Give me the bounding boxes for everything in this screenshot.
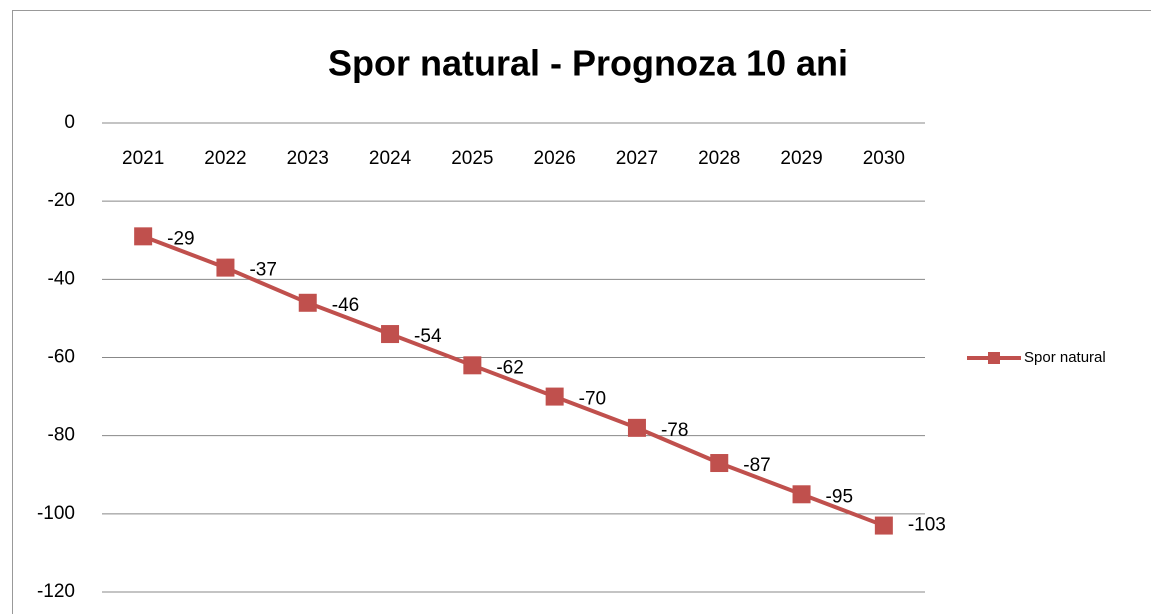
chart-title: Spor natural - Prognoza 10 ani <box>328 43 848 84</box>
data-label: -95 <box>826 486 853 507</box>
marker <box>216 258 235 277</box>
marker <box>545 387 564 406</box>
x-tick-label: 2025 <box>451 148 493 169</box>
data-label: -29 <box>167 228 194 249</box>
y-tick-label: -40 <box>48 268 75 289</box>
chart-frame <box>12 10 1151 614</box>
x-tick-label: 2026 <box>534 148 576 169</box>
marker <box>710 454 729 473</box>
legend-marker <box>988 352 1000 364</box>
y-tick-label: -120 <box>37 581 75 602</box>
data-label: -54 <box>414 326 442 347</box>
marker <box>874 516 893 535</box>
data-label: -62 <box>496 357 523 378</box>
marker <box>381 325 400 344</box>
marker <box>627 418 646 437</box>
data-label: -70 <box>579 389 606 410</box>
y-tick-label: 0 <box>64 112 75 133</box>
x-tick-label: 2022 <box>204 148 246 169</box>
x-tick-label: 2029 <box>780 148 822 169</box>
x-tick-label: 2024 <box>369 148 412 169</box>
marker <box>792 485 811 504</box>
marker <box>298 293 317 312</box>
x-tick-label: 2030 <box>863 148 905 169</box>
y-tick-label: -80 <box>48 425 75 446</box>
data-label: -103 <box>908 515 946 536</box>
data-label: -37 <box>249 260 276 281</box>
x-tick-label: 2028 <box>698 148 740 169</box>
y-tick-label: -100 <box>37 503 75 524</box>
x-tick-label: 2027 <box>616 148 658 169</box>
legend-label: Spor natural <box>1024 349 1106 366</box>
marker <box>134 227 153 246</box>
y-tick-label: -60 <box>48 347 75 368</box>
x-tick-label: 2023 <box>287 148 329 169</box>
data-label: -46 <box>332 295 359 316</box>
data-label: -78 <box>661 420 688 441</box>
marker <box>463 356 482 375</box>
x-tick-label: 2021 <box>122 148 164 169</box>
series-line <box>142 234 885 528</box>
data-label: -87 <box>743 455 770 476</box>
y-tick-label: -20 <box>48 190 75 211</box>
